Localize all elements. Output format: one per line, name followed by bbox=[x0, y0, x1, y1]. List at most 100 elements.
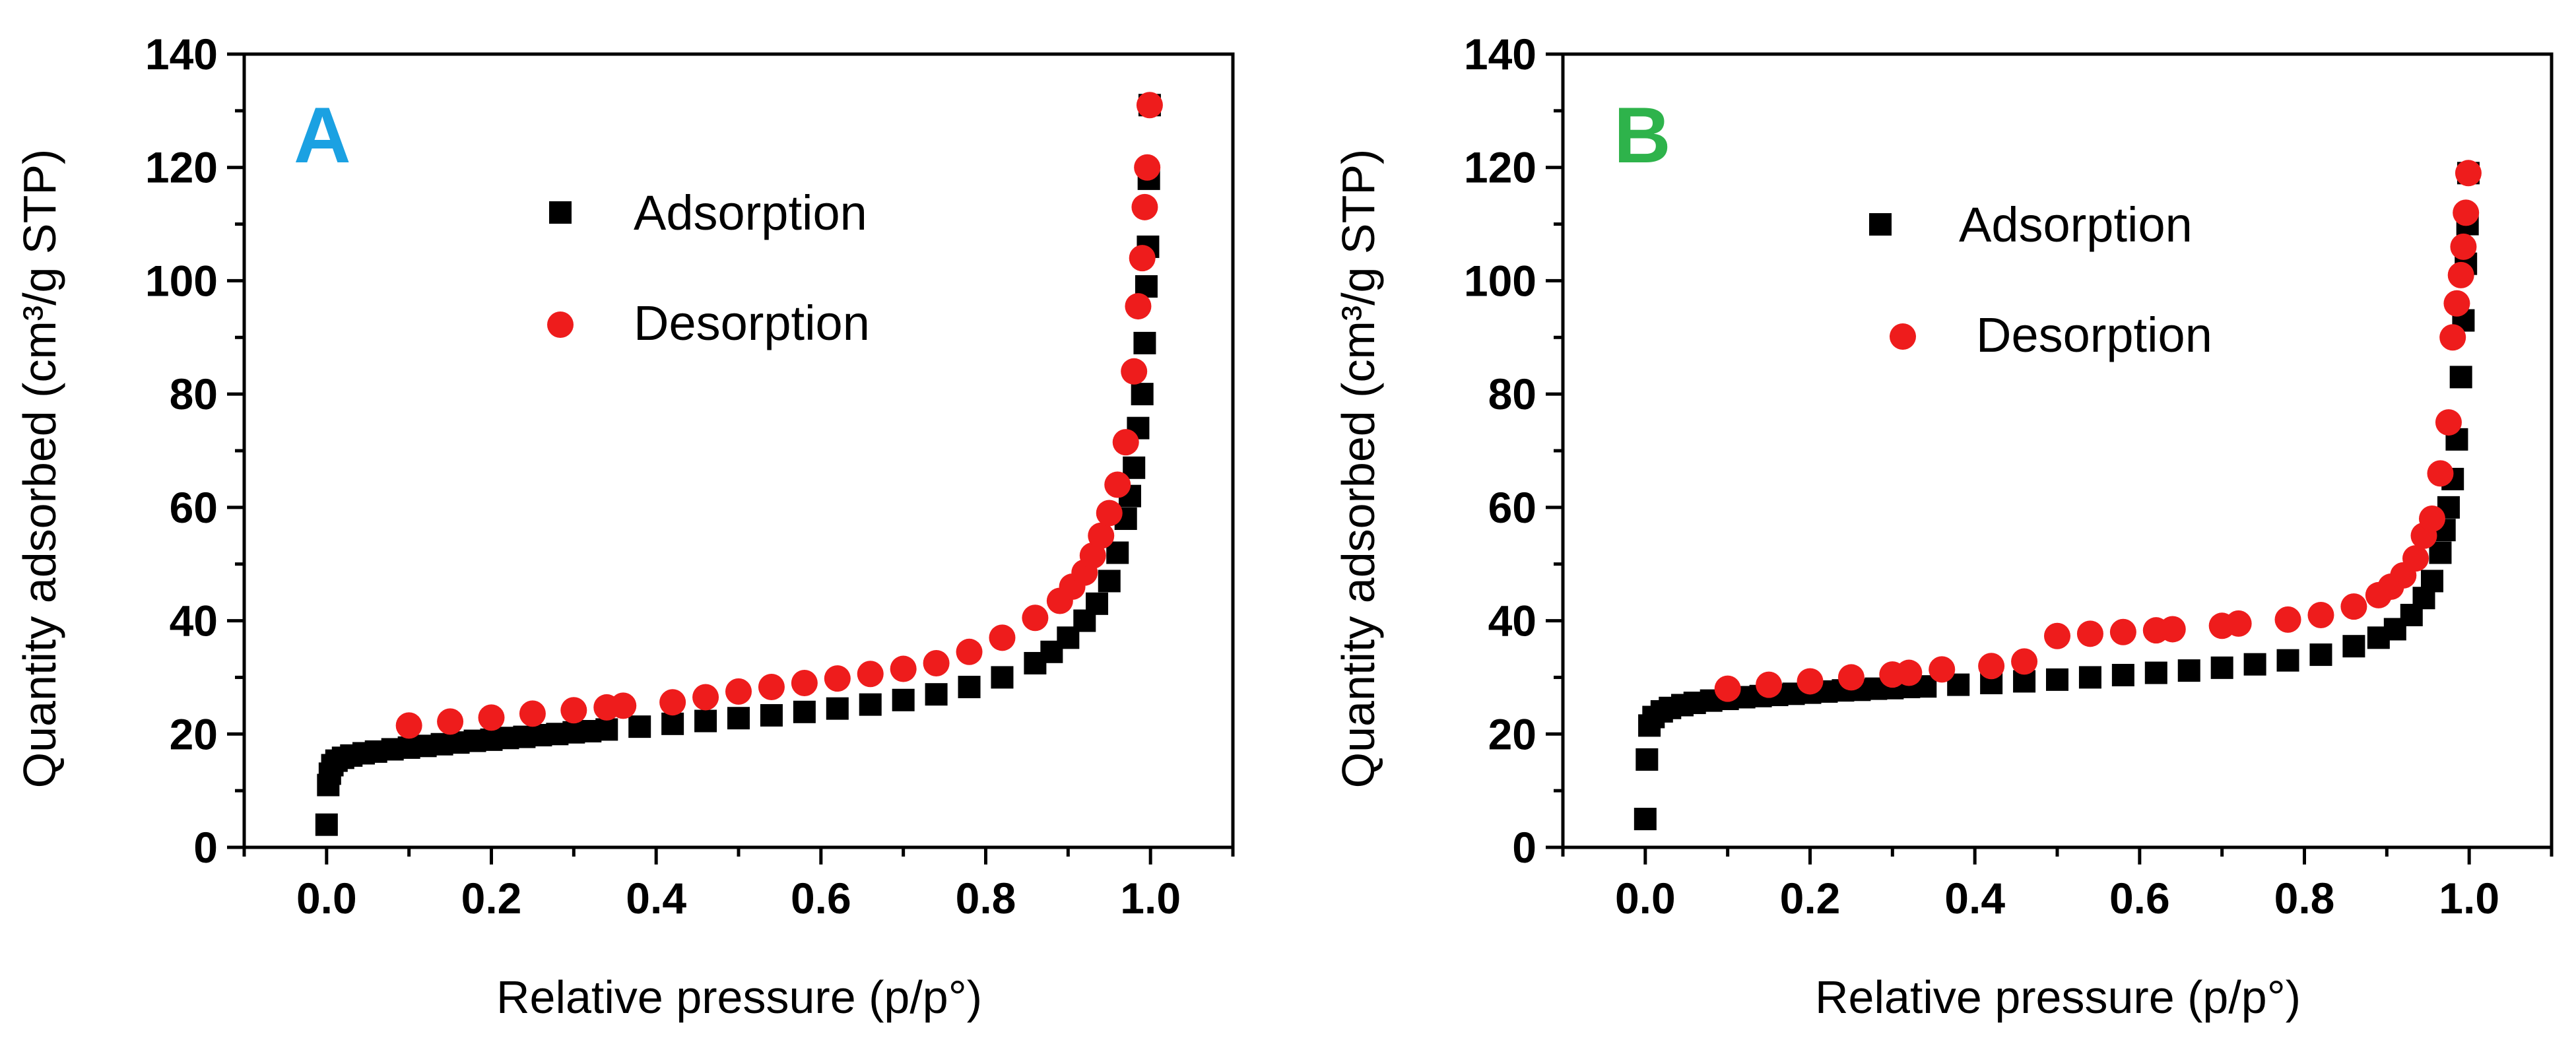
y-axis-title: Quantity adsorbed (cm³/g STP) bbox=[14, 149, 65, 789]
data-point-desorption bbox=[2307, 601, 2334, 628]
data-point-desorption bbox=[2076, 620, 2103, 647]
data-point-adsorption bbox=[2078, 666, 2101, 689]
data-point-desorption bbox=[1104, 471, 1131, 498]
y-tick-label: 140 bbox=[145, 30, 218, 79]
x-tick-label: 0.2 bbox=[1780, 874, 1841, 923]
data-point-adsorption bbox=[694, 709, 717, 733]
data-point-desorption bbox=[923, 649, 950, 676]
data-point-desorption bbox=[2159, 616, 2186, 643]
legend-label-desorption: Desorption bbox=[1976, 308, 2212, 362]
y-tick-label: 40 bbox=[1488, 597, 1536, 645]
data-point-desorption bbox=[1978, 653, 2005, 680]
data-point-desorption bbox=[1714, 675, 1741, 702]
data-point-adsorption bbox=[2177, 659, 2200, 682]
data-point-desorption bbox=[1929, 656, 1956, 683]
data-point-adsorption bbox=[2210, 656, 2233, 679]
chart-panel-b: Quantity adsorbed (cm³/g STP) Relative p… bbox=[1333, 30, 2554, 1023]
x-tick-label: 0.8 bbox=[2274, 874, 2335, 923]
data-point-adsorption bbox=[2420, 570, 2443, 593]
chart-panel-a: Quantity adsorbed (cm³/g STP) Relative p… bbox=[14, 30, 1235, 1023]
data-point-desorption bbox=[824, 665, 851, 692]
data-point-desorption bbox=[560, 697, 587, 724]
data-point-adsorption bbox=[1133, 331, 1156, 354]
data-point-desorption bbox=[2274, 606, 2301, 633]
data-point-desorption bbox=[791, 670, 818, 697]
y-tick-label: 40 bbox=[170, 597, 218, 645]
data-point-desorption bbox=[1756, 671, 1783, 698]
x-tick-label: 0.0 bbox=[296, 874, 357, 923]
y-tick-label: 0 bbox=[1512, 823, 1536, 872]
y-tick-label: 120 bbox=[1464, 143, 1536, 192]
x-tick-label: 1.0 bbox=[1120, 874, 1181, 923]
data-point-adsorption bbox=[1635, 748, 1659, 771]
data-point-desorption bbox=[659, 689, 686, 716]
data-point-desorption bbox=[610, 692, 637, 719]
data-point-adsorption bbox=[315, 813, 338, 836]
data-point-desorption bbox=[1096, 500, 1123, 527]
data-point-adsorption bbox=[661, 712, 684, 735]
data-point-adsorption bbox=[2342, 635, 2365, 658]
data-point-desorption bbox=[2418, 506, 2445, 533]
data-point-desorption bbox=[1079, 542, 1106, 569]
data-point-desorption bbox=[2340, 593, 2367, 620]
data-point-desorption bbox=[478, 704, 505, 731]
x-tick-label: 1.0 bbox=[2439, 874, 2499, 923]
data-point-desorption bbox=[725, 678, 752, 705]
y-tick-label: 60 bbox=[170, 483, 218, 532]
data-point-adsorption bbox=[2243, 653, 2266, 676]
x-tick-label: 0.8 bbox=[956, 874, 1016, 923]
panel-label: B bbox=[1614, 91, 1671, 179]
series-desorption bbox=[395, 92, 1163, 739]
data-point-desorption bbox=[758, 674, 785, 701]
data-point-desorption bbox=[1134, 154, 1161, 181]
data-point-adsorption bbox=[958, 676, 981, 699]
data-point-desorption bbox=[2435, 409, 2462, 436]
data-point-desorption bbox=[1129, 245, 1156, 272]
data-point-desorption bbox=[1837, 664, 1865, 691]
y-axis-title: Quantity adsorbed (cm³/g STP) bbox=[1333, 149, 1384, 789]
legend-marker-adsorption bbox=[549, 201, 572, 224]
data-point-desorption bbox=[2447, 261, 2474, 288]
data-point-desorption bbox=[1088, 522, 1115, 549]
data-point-desorption bbox=[2427, 460, 2454, 487]
plot-frame bbox=[1561, 52, 2554, 849]
data-point-adsorption bbox=[1098, 570, 1121, 593]
data-point-desorption bbox=[2453, 199, 2480, 226]
data-point-desorption bbox=[692, 684, 719, 711]
series-adsorption bbox=[1634, 162, 2480, 831]
data-point-adsorption bbox=[826, 697, 849, 720]
data-point-adsorption bbox=[859, 693, 882, 716]
data-point-desorption bbox=[1896, 659, 1923, 686]
data-point-desorption bbox=[2439, 324, 2466, 351]
data-point-adsorption bbox=[991, 666, 1014, 689]
data-point-desorption bbox=[1022, 604, 1049, 632]
legend: Adsorption Desorption bbox=[547, 185, 870, 350]
data-point-adsorption bbox=[1131, 383, 1154, 406]
data-point-desorption bbox=[2450, 233, 2477, 260]
x-tick-label: 0.6 bbox=[2109, 874, 2170, 923]
data-point-adsorption bbox=[2449, 366, 2472, 389]
data-point-adsorption bbox=[727, 707, 750, 730]
x-tick-label: 0.4 bbox=[626, 874, 686, 923]
data-point-adsorption bbox=[628, 715, 651, 738]
data-point-adsorption bbox=[2309, 643, 2332, 667]
data-point-adsorption bbox=[925, 683, 948, 706]
y-tick-label: 120 bbox=[145, 143, 218, 192]
data-point-desorption bbox=[1125, 293, 1152, 320]
y-tick-label: 20 bbox=[170, 709, 218, 758]
x-tick-label: 0.0 bbox=[1615, 874, 1676, 923]
data-point-adsorption bbox=[2144, 661, 2167, 684]
legend-marker-desorption bbox=[547, 311, 574, 338]
y-tick-label: 0 bbox=[193, 823, 218, 872]
data-point-desorption bbox=[437, 708, 464, 735]
data-point-desorption bbox=[2455, 160, 2482, 187]
data-point-desorption bbox=[395, 712, 422, 739]
x-tick-label: 0.2 bbox=[461, 874, 522, 923]
series-desorption bbox=[1714, 160, 2482, 702]
y-tick-label: 80 bbox=[170, 370, 218, 418]
data-point-adsorption bbox=[1634, 808, 1657, 831]
legend-marker-desorption bbox=[1890, 323, 1916, 350]
legend-marker-adsorption bbox=[1869, 213, 1892, 236]
data-point-desorption bbox=[519, 700, 546, 727]
